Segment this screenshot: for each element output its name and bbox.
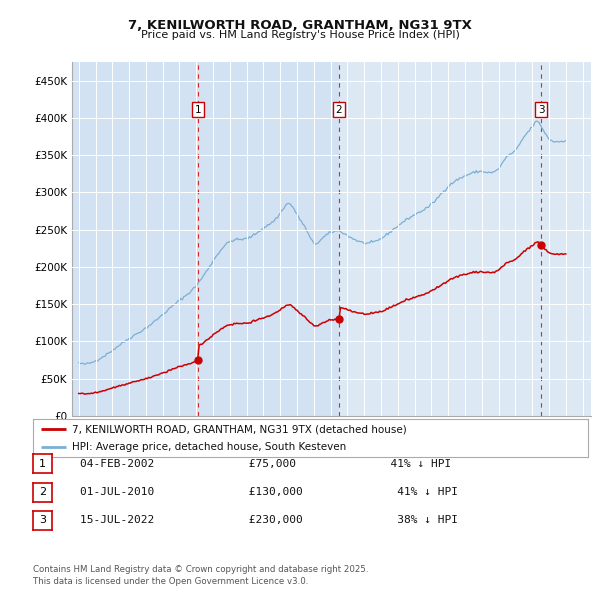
Text: HPI: Average price, detached house, South Kesteven: HPI: Average price, detached house, Sout… [72,442,346,452]
Text: 04-FEB-2002              £75,000              41% ↓ HPI: 04-FEB-2002 £75,000 41% ↓ HPI [53,459,451,468]
Text: 3: 3 [538,105,545,114]
Text: Price paid vs. HM Land Registry's House Price Index (HPI): Price paid vs. HM Land Registry's House … [140,30,460,40]
Text: 2: 2 [39,487,46,497]
Text: 3: 3 [39,516,46,525]
Text: 1: 1 [194,105,201,114]
Text: 7, KENILWORTH ROAD, GRANTHAM, NG31 9TX (detached house): 7, KENILWORTH ROAD, GRANTHAM, NG31 9TX (… [72,424,407,434]
Text: 15-JUL-2022              £230,000              38% ↓ HPI: 15-JUL-2022 £230,000 38% ↓ HPI [53,516,458,525]
Text: 1: 1 [39,459,46,468]
Text: 7, KENILWORTH ROAD, GRANTHAM, NG31 9TX: 7, KENILWORTH ROAD, GRANTHAM, NG31 9TX [128,19,472,32]
Bar [72,62,198,416]
Text: Contains HM Land Registry data © Crown copyright and database right 2025.
This d: Contains HM Land Registry data © Crown c… [33,565,368,586]
Text: 01-JUL-2010              £130,000              41% ↓ HPI: 01-JUL-2010 £130,000 41% ↓ HPI [53,487,458,497]
Bar [198,62,339,416]
Text: 2: 2 [336,105,343,114]
